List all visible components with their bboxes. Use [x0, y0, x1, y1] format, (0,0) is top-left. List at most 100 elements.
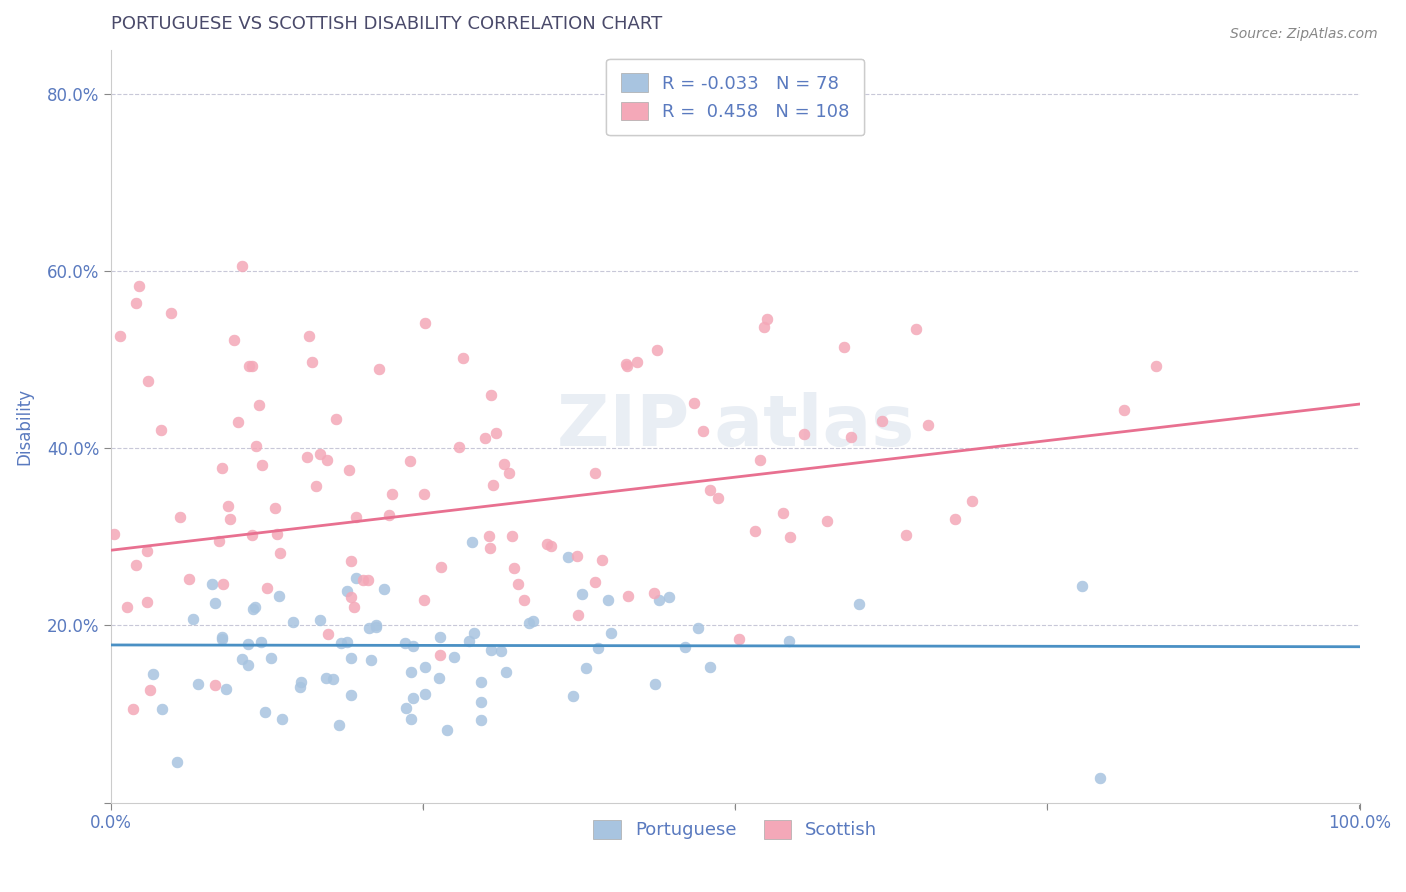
Point	[644, 677, 666, 691]
Point	[583, 467, 606, 481]
Point	[381, 486, 404, 500]
Point	[443, 650, 465, 665]
Point	[470, 674, 492, 689]
Point	[357, 621, 380, 635]
Point	[489, 644, 512, 658]
Point	[322, 672, 344, 686]
Point	[245, 439, 267, 453]
Point	[208, 534, 231, 549]
Point	[378, 508, 401, 522]
Text: PORTUGUESE VS SCOTTISH DISABILITY CORRELATION CHART: PORTUGUESE VS SCOTTISH DISABILITY CORREL…	[111, 15, 662, 33]
Point	[124, 558, 146, 573]
Point	[596, 592, 619, 607]
Point	[315, 671, 337, 685]
Text: ZIP atlas: ZIP atlas	[557, 392, 914, 460]
Point	[264, 500, 287, 515]
Point	[756, 312, 779, 326]
Point	[498, 467, 520, 481]
Point	[360, 653, 382, 667]
Point	[316, 453, 339, 467]
Point	[250, 458, 273, 473]
Point	[673, 640, 696, 654]
Point	[686, 621, 709, 635]
Point	[211, 630, 233, 644]
Point	[658, 591, 681, 605]
Point	[430, 559, 453, 574]
Point	[451, 351, 474, 365]
Point	[183, 612, 205, 626]
Point	[236, 637, 259, 651]
Point	[436, 723, 458, 737]
Point	[399, 713, 422, 727]
Point	[366, 620, 388, 634]
Point	[231, 260, 253, 274]
Point	[917, 417, 939, 432]
Point	[402, 639, 425, 653]
Point	[839, 430, 862, 444]
Point	[201, 577, 224, 591]
Point	[267, 589, 290, 603]
Point	[586, 640, 609, 655]
Point	[253, 705, 276, 719]
Point	[571, 587, 593, 601]
Point	[269, 546, 291, 560]
Point	[399, 454, 422, 468]
Point	[478, 541, 501, 555]
Legend: R = -0.033   N = 78, R =  0.458   N = 108: R = -0.033 N = 78, R = 0.458 N = 108	[606, 59, 865, 136]
Point	[150, 423, 173, 437]
Point	[301, 355, 323, 369]
Point	[458, 633, 481, 648]
Point	[413, 687, 436, 701]
Point	[470, 695, 492, 709]
Point	[139, 683, 162, 698]
Point	[250, 635, 273, 649]
Point	[778, 634, 800, 648]
Point	[357, 573, 380, 587]
Point	[159, 306, 181, 320]
Point	[204, 596, 226, 610]
Point	[103, 527, 125, 541]
Point	[342, 599, 364, 614]
Point	[266, 527, 288, 541]
Point	[470, 713, 492, 727]
Point	[474, 431, 496, 445]
Point	[247, 398, 270, 412]
Point	[318, 627, 340, 641]
Point	[591, 553, 613, 567]
Point	[179, 572, 201, 586]
Point	[904, 322, 927, 336]
Point	[449, 440, 471, 454]
Point	[506, 577, 529, 591]
Point	[540, 539, 562, 553]
Point	[413, 660, 436, 674]
Point	[138, 374, 160, 388]
Point	[135, 594, 157, 608]
Point	[683, 395, 706, 409]
Point	[645, 343, 668, 358]
Point	[245, 599, 267, 614]
Point	[340, 688, 363, 702]
Point	[325, 412, 347, 426]
Point	[336, 634, 359, 648]
Point	[108, 328, 131, 343]
Point	[567, 607, 589, 622]
Point	[793, 426, 815, 441]
Point	[413, 316, 436, 330]
Point	[288, 680, 311, 694]
Point	[367, 362, 389, 376]
Point	[366, 618, 388, 632]
Point	[224, 333, 246, 347]
Point	[832, 340, 855, 354]
Point	[344, 509, 367, 524]
Point	[522, 615, 544, 629]
Point	[536, 537, 558, 551]
Point	[395, 701, 418, 715]
Point	[260, 651, 283, 665]
Point	[727, 632, 749, 646]
Point	[128, 279, 150, 293]
Point	[211, 461, 233, 475]
Point	[373, 582, 395, 596]
Point	[309, 447, 332, 461]
Point	[616, 359, 638, 373]
Point	[567, 549, 589, 564]
